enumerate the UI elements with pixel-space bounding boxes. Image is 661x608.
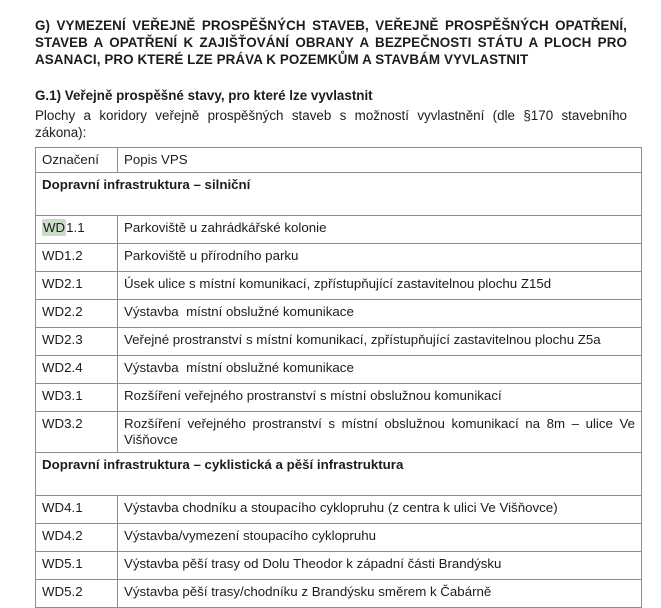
vps-description: Rozšíření veřejného prostranství s místn…: [117, 411, 642, 453]
vps-code: WD3.1: [35, 383, 118, 412]
vps-code: WD2.3: [35, 327, 118, 356]
vps-code-remainder: 1.1: [66, 220, 85, 235]
table-row: WD2.1 Úsek ulice s místní komunikací, zp…: [35, 271, 642, 300]
table-row: WD3.1 Rozšíření veřejného prostranství s…: [35, 383, 642, 412]
table-row: WD3.2 Rozšíření veřejného prostranství s…: [35, 411, 642, 453]
vps-code: WD2.4: [35, 355, 118, 384]
vps-description: Rozšíření veřejného prostranství s místn…: [117, 383, 642, 412]
table-header-row: Označení Popis VPS: [35, 147, 642, 173]
section-row-silnicni: Dopravní infrastruktura – silniční: [35, 172, 642, 216]
vps-description: Veřejné prostranství s místní komunikací…: [117, 327, 642, 356]
vps-code: WD4.2: [35, 523, 118, 552]
vps-description: Výstavba místní obslužné komunikace: [117, 299, 642, 328]
vps-code: WD2.1: [35, 271, 118, 300]
table-row: WD4.1 Výstavba chodníku a stoupacího cyk…: [35, 495, 642, 524]
vps-description: Výstavba pěší trasy/chodníku z Brandýsku…: [117, 579, 642, 608]
vps-description: Úsek ulice s místní komunikací, zpřístup…: [117, 271, 642, 300]
table-row: WD2.2 Výstavba místní obslužné komunikac…: [35, 299, 642, 328]
vps-code: WD2.2: [35, 299, 118, 328]
table-row: WD1.2 Parkoviště u přírodního parku: [35, 243, 642, 272]
table-row: WD5.2 Výstavba pěší trasy/chodníku z Bra…: [35, 579, 642, 608]
vps-description: Parkoviště u přírodního parku: [117, 243, 642, 272]
section-title: Dopravní infrastruktura – silniční: [35, 172, 642, 216]
section-g1-heading: G.1) Veřejně prospěšné stavy, pro které …: [35, 88, 373, 103]
vps-description: Parkoviště u zahrádkářské kolonie: [117, 215, 642, 244]
section-row-cyklisticka: Dopravní infrastruktura – cyklistická a …: [35, 452, 642, 496]
vps-code: WD4.1: [35, 495, 118, 524]
table-row: WD2.3 Veřejné prostranství s místní komu…: [35, 327, 642, 356]
table-row: WD2.4 Výstavba místní obslužné komunikac…: [35, 355, 642, 384]
vps-code: WD3.2: [35, 411, 118, 453]
section-g-heading: G) VYMEZENÍ VEŘEJNĚ PROSPĚŠNÝCH STAVEB, …: [35, 18, 627, 67]
column-header-oznaceni: Označení: [35, 147, 118, 173]
search-highlight: WD: [42, 219, 67, 236]
vps-table: Označení Popis VPS Dopravní infrastruktu…: [35, 147, 642, 608]
table-row: WD4.2 Výstavba/vymezení stoupacího cyklo…: [35, 523, 642, 552]
table-row: WD1.1 Parkoviště u zahrádkářské kolonie: [35, 215, 642, 244]
column-header-popis-vps: Popis VPS: [117, 147, 642, 173]
vps-code: WD5.1: [35, 551, 118, 580]
vps-code: WD5.2: [35, 579, 118, 608]
vps-description: Výstavba/vymezení stoupacího cyklopruhu: [117, 523, 642, 552]
vps-description: Výstavba pěší trasy od Dolu Theodor k zá…: [117, 551, 642, 580]
vps-code: WD1.2: [35, 243, 118, 272]
vps-code: WD1.1: [35, 215, 118, 244]
vps-description: Výstavba chodníku a stoupacího cyklopruh…: [117, 495, 642, 524]
section-title: Dopravní infrastruktura – cyklistická a …: [35, 452, 642, 496]
vps-description: Výstavba místní obslužné komunikace: [117, 355, 642, 384]
table-row: WD5.1 Výstavba pěší trasy od Dolu Theodo…: [35, 551, 642, 580]
intro-paragraph: Plochy a koridory veřejně prospěšných st…: [35, 108, 627, 140]
